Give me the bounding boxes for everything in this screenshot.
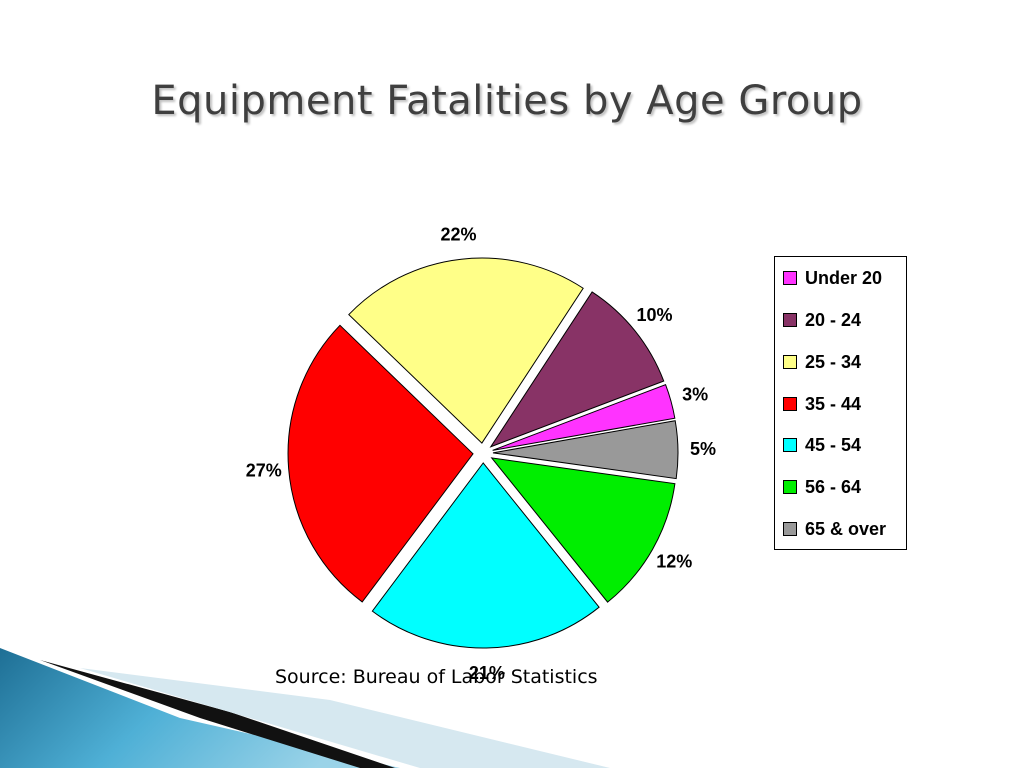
legend-item-under-20: Under 20 — [783, 267, 908, 289]
pie-label-25-34: 22% — [440, 224, 476, 244]
legend-item-20-24: 20 - 24 — [783, 309, 908, 331]
legend-swatch — [783, 313, 797, 327]
pie-slice-25-34 — [348, 257, 584, 444]
legend-item-35-44: 35 - 44 — [783, 393, 908, 415]
legend-swatch — [783, 522, 797, 536]
pie-label-under-20: 3% — [682, 385, 708, 405]
pie-label-65-over: 5% — [690, 439, 716, 459]
pie-slice-under-20 — [492, 384, 676, 451]
pie-label-20-24: 10% — [636, 305, 672, 325]
legend-item-45-54: 45 - 54 — [783, 434, 908, 456]
pie-slice-45-54 — [371, 462, 600, 649]
pie-slice-20-24 — [489, 291, 665, 448]
legend-label: 20 - 24 — [805, 309, 862, 330]
legend-label: 35 - 44 — [805, 393, 862, 414]
pie-label-45-54: 21% — [469, 663, 505, 683]
legend-label: 65 & over — [805, 518, 887, 539]
legend-label: 45 - 54 — [805, 434, 862, 455]
legend-swatch — [783, 355, 797, 369]
pie-slice-65-over — [492, 420, 679, 480]
legend-item-56-64: 56 - 64 — [783, 476, 908, 498]
source-note: Source: Bureau of Labor Statistics — [275, 666, 598, 688]
legend-label: 25 - 34 — [805, 351, 862, 372]
pie-label-56-64: 12% — [656, 552, 692, 572]
legend-label: 56 - 64 — [805, 476, 862, 497]
pie-slice-35-44 — [287, 324, 474, 603]
legend-label: Under 20 — [805, 267, 883, 288]
legend-swatch — [783, 397, 797, 411]
legend-item-65-over: 65 & over — [783, 518, 908, 540]
chart-legend: Under 20 20 - 24 25 - 34 35 - 44 45 - 54… — [774, 256, 907, 550]
legend-item-25-34: 25 - 34 — [783, 351, 908, 373]
pie-slice-56-64 — [490, 457, 676, 603]
pie-label-35-44: 27% — [246, 461, 282, 481]
legend-swatch — [783, 480, 797, 494]
legend-swatch — [783, 438, 797, 452]
slide-title: Equipment Fatalities by Age Group — [151, 78, 863, 124]
legend-swatch — [783, 271, 797, 285]
